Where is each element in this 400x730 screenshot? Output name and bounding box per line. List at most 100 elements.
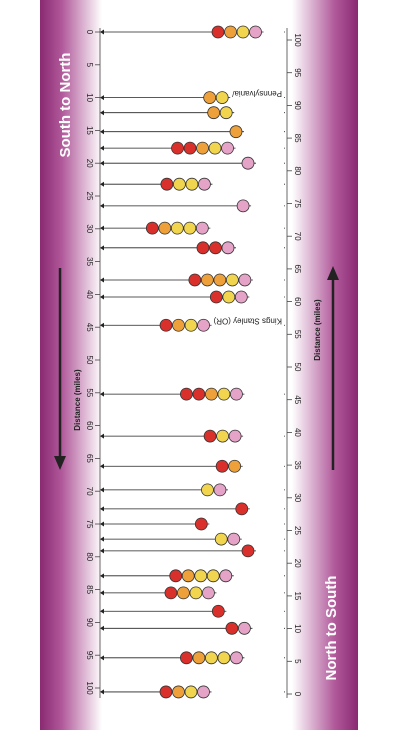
stop-arrowhead: [100, 506, 104, 512]
left-tick-label: 60: [85, 421, 94, 430]
facility-icon: [213, 273, 227, 287]
facility-icon: [172, 318, 185, 332]
stop-arrowhead: [100, 590, 104, 596]
label-bg: [249, 292, 284, 303]
left-tick-label: 90: [85, 618, 94, 627]
label-bg: [233, 570, 284, 581]
facility-icon: [230, 651, 243, 665]
facility-icon: [234, 290, 248, 304]
stop-arrowhead: [100, 277, 104, 283]
left-tick-label: 55: [85, 388, 94, 397]
facility-icon: [145, 221, 159, 235]
stop-arrowhead: [100, 548, 104, 554]
left-tick-label: 85: [85, 585, 94, 594]
left-tick-label: 35: [85, 257, 94, 266]
label-bg: [249, 503, 284, 514]
stop-arrowhead: [100, 463, 104, 469]
facility-icon: [192, 651, 206, 665]
facility-icon: [172, 685, 185, 699]
facility-icon: [164, 586, 178, 600]
left-tick-label: 50: [85, 356, 94, 365]
right-tick-label: 40: [293, 428, 302, 437]
stop-arrowhead: [100, 29, 104, 35]
stop-arrowhead: [100, 110, 104, 116]
label-bg: [241, 534, 284, 545]
facility-icon: [183, 221, 197, 235]
facility-icon: [203, 429, 217, 443]
stop-arrowhead: [100, 625, 104, 631]
facility-icon: [181, 569, 195, 583]
facility-icon: [196, 241, 210, 255]
label-bg: [212, 179, 284, 190]
facility-icon: [194, 517, 208, 531]
facility-icon: [180, 387, 193, 401]
stop-arrowhead: [100, 487, 104, 493]
facility-icon: [184, 318, 198, 332]
facility-icon: [209, 241, 222, 255]
facility-icon: [192, 387, 206, 401]
facility-icon: [171, 141, 184, 155]
facility-icon: [194, 569, 208, 583]
facility-icon: [158, 221, 172, 235]
right-heading: North to South: [323, 576, 340, 681]
right-tick-label: 5: [293, 659, 302, 664]
right-tick-label: 0: [293, 692, 302, 697]
stop-arrowhead: [100, 608, 104, 614]
right-tick-label: 45: [293, 395, 302, 404]
left-tick-label: 5: [85, 63, 94, 68]
label-bg: [244, 389, 284, 400]
facility-icon: [196, 141, 209, 155]
facility-icon: [211, 25, 225, 39]
label-bg: [243, 126, 284, 137]
facility-icon: [219, 569, 233, 583]
facility-icon: [214, 532, 228, 546]
left-tick-label: 80: [85, 552, 94, 561]
facility-icon: [170, 221, 184, 235]
right-arrow: [327, 266, 339, 470]
right-tick-label: 60: [293, 297, 302, 306]
facility-icon: [169, 569, 183, 583]
label-bg: [252, 274, 284, 285]
facility-icon: [160, 177, 174, 191]
right-tick-label: 95: [293, 68, 302, 77]
label-bg: [255, 545, 284, 556]
right-tick-label: 15: [293, 591, 302, 600]
content: 0510152025303540455055606570758085909510…: [85, 25, 302, 699]
facility-icon: [177, 586, 190, 600]
facility-icon: [206, 569, 220, 583]
facility-icon: [213, 483, 227, 497]
facility-icon: [216, 429, 229, 443]
label-bg: [210, 223, 284, 234]
label-bg: [227, 484, 284, 495]
right-tick-label: 65: [293, 264, 302, 273]
label-bg: [216, 587, 284, 598]
facility-icon: [228, 459, 242, 473]
facility-icon: [209, 290, 223, 304]
right-tick-label: 55: [293, 330, 302, 339]
left-tick-label: 0: [85, 30, 94, 35]
stop-arrowhead: [100, 129, 104, 135]
right-tick-label: 35: [293, 461, 302, 470]
stop-arrowhead: [100, 95, 104, 101]
stop-arrowhead: [100, 391, 104, 397]
stop-arrowhead: [100, 225, 104, 231]
label-bg: [263, 27, 284, 37]
facility-icon: [159, 318, 173, 332]
facility-icon: [207, 106, 221, 120]
facility-icon: [221, 141, 234, 155]
facility-icon: [235, 502, 249, 516]
facility-icon: [227, 532, 241, 546]
facility-icon: [241, 156, 255, 170]
facility-icon: [197, 685, 210, 699]
facility-icon: [198, 177, 211, 191]
facility-icon: [236, 199, 250, 213]
left-tick-label: 40: [85, 290, 94, 299]
stop-arrowhead: [100, 573, 104, 579]
right-tick-label: 10: [293, 624, 302, 633]
stop-arrowhead: [100, 294, 104, 300]
facility-icon: [215, 91, 229, 104]
left-arrow: [54, 268, 66, 470]
right-tick-label: 20: [293, 559, 302, 568]
stop-arrowhead: [100, 655, 104, 661]
